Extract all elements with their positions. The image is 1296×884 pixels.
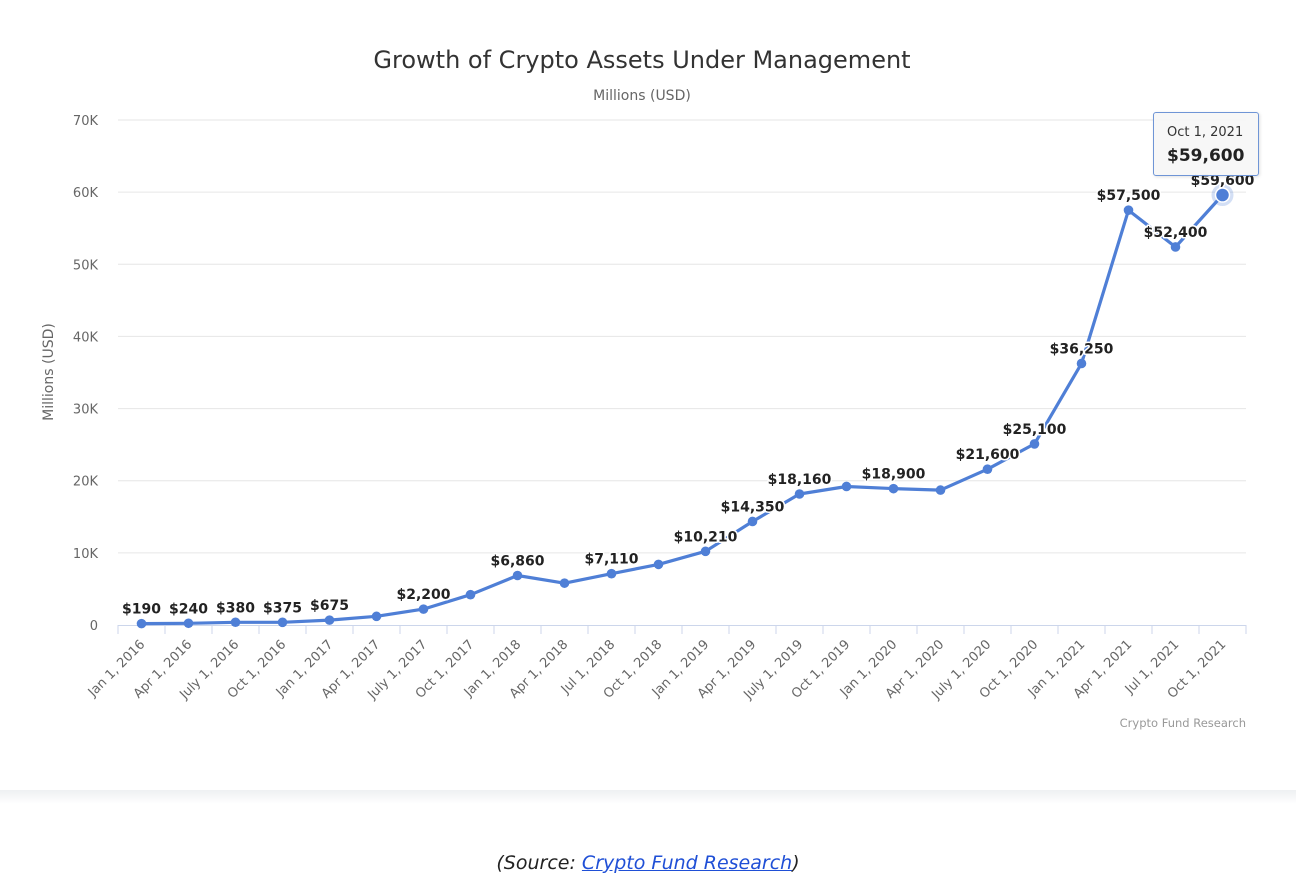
data-label: $380 (216, 600, 255, 616)
y-tick-label: 60K (73, 186, 99, 201)
data-point (1029, 439, 1040, 449)
data-label: $18,160 (768, 472, 832, 488)
data-point (747, 516, 758, 527)
data-point (230, 617, 241, 628)
chart-title: Growth of Crypto Assets Under Management (373, 46, 910, 74)
caption-suffix: ) (792, 852, 800, 874)
data-point-highlighted (1214, 187, 1231, 203)
tooltip-date: Oct 1, 2021 (1167, 125, 1244, 140)
data-label: $14,350 (721, 499, 785, 515)
data-point (136, 618, 147, 629)
data-label: $190 (122, 602, 161, 618)
y-tick-label: 50K (73, 258, 99, 273)
data-point (841, 481, 852, 492)
data-point (465, 589, 476, 600)
section-divider (0, 790, 1296, 804)
data-point (1123, 205, 1134, 215)
chart-credit: Crypto Fund Research (1120, 716, 1246, 730)
data-point (559, 578, 570, 588)
chart-card: Growth of Crypto Assets Under Management… (41, 46, 1259, 730)
data-label: $240 (169, 601, 208, 617)
data-point (653, 559, 664, 570)
series-path (139, 193, 1225, 626)
data-label: $18,900 (862, 467, 926, 483)
data-label: $10,210 (674, 529, 738, 545)
y-tick-label: 20K (73, 475, 99, 490)
data-point (888, 483, 899, 494)
data-label: $59,600 (1191, 173, 1255, 189)
data-labels: $190 $240 $380 $375 $675 $2,200 $6,860 $7,110 $1… (121, 172, 1257, 620)
data-point (982, 464, 993, 474)
data-point (1076, 358, 1087, 369)
data-label: $52,400 (1144, 225, 1208, 241)
y-tick-label: 10K (73, 547, 99, 562)
caption-prefix: (Source: (496, 852, 582, 874)
data-label: $7,110 (584, 552, 638, 568)
data-label: $375 (263, 600, 302, 616)
y-tick-label: 70K (73, 114, 99, 129)
data-label: $36,250 (1050, 341, 1114, 357)
data-point (371, 611, 382, 622)
source-link[interactable]: Crypto Fund Research (581, 852, 793, 874)
data-label: $21,600 (956, 447, 1020, 463)
data-label: $57,500 (1097, 188, 1161, 204)
series-points (136, 184, 1234, 629)
data-point (606, 568, 617, 579)
data-point (512, 570, 523, 581)
y-tick-label: 40K (73, 330, 99, 345)
data-label: $6,860 (490, 554, 544, 570)
tooltip-value: $59,600 (1167, 146, 1245, 166)
y-tick-label: 30K (73, 403, 99, 418)
data-point (935, 485, 946, 495)
data-label: $2,200 (396, 587, 450, 603)
y-axis-ticks: 0 10K 20K 30K 40K 50K 60K 70K (73, 114, 99, 634)
data-point (794, 489, 805, 499)
data-point (183, 618, 194, 629)
data-point (418, 604, 429, 614)
series-line (139, 193, 1225, 626)
source-caption: (Source: Crypto Fund Research) (0, 852, 1296, 874)
data-label: $25,100 (1003, 422, 1067, 438)
data-point (1170, 242, 1181, 252)
y-tick-label: 0 (90, 619, 98, 634)
data-point (700, 546, 711, 557)
data-label: $675 (310, 598, 349, 614)
data-point (277, 617, 288, 628)
y-axis-title: Millions (USD) (41, 323, 57, 421)
chart-subtitle: Millions (USD) (593, 88, 691, 104)
gridlines (118, 119, 1246, 554)
chart-tooltip: Oct 1, 2021 $59,600 (1153, 112, 1259, 176)
line-chart: Growth of Crypto Assets Under Management… (41, 46, 1257, 730)
data-point (324, 615, 335, 625)
